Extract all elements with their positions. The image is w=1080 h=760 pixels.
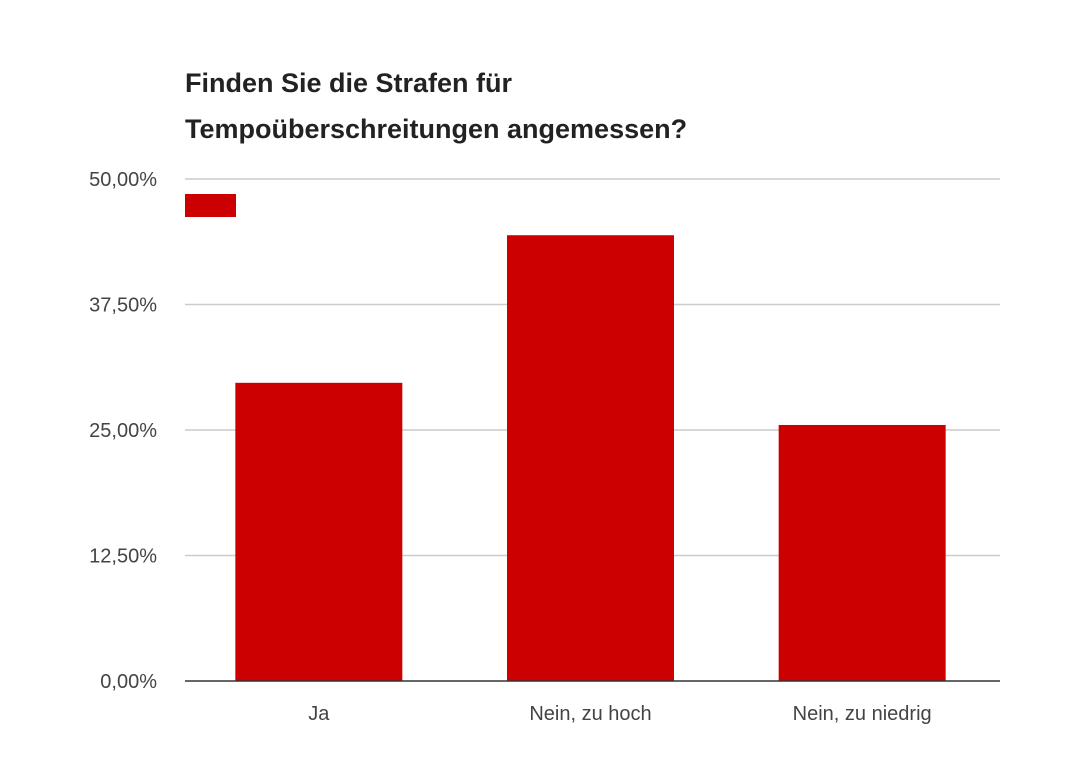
chart-title-line-2: Tempoüberschreitungen angemessen? [185,114,688,144]
y-tick-label: 12,50% [89,546,157,568]
y-tick-label: 25,00% [89,420,157,442]
bar [507,235,674,681]
chart-title: Finden Sie die Strafen für Tempoüberschr… [185,60,687,152]
x-tick-label: Ja [308,703,330,725]
bar [235,382,403,681]
chart-title-line-1: Finden Sie die Strafen für [185,68,513,98]
legend-swatch [185,194,236,217]
x-tick-label: Nein, zu hoch [529,703,651,725]
x-tick-label: Nein, zu niedrig [793,703,932,725]
bar [778,424,946,681]
y-tick-label: 0,00% [100,671,157,693]
y-tick-label: 50,00% [89,169,157,191]
y-tick-label: 37,50% [89,295,157,317]
